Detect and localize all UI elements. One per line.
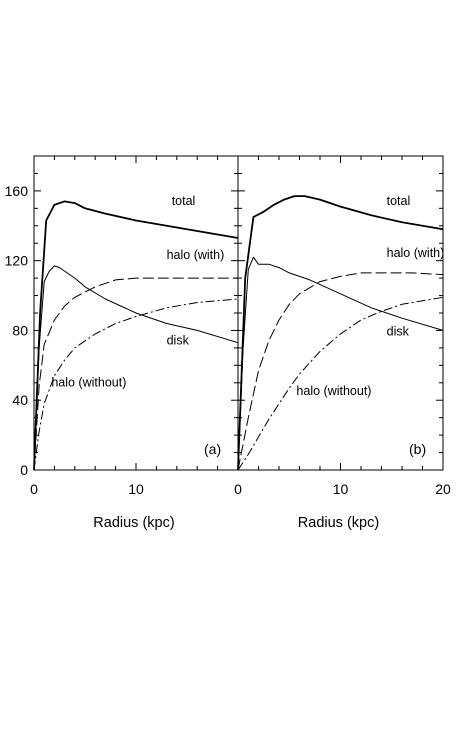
panel-a: 0 40 80 120 160 0 10 Radius (kpc) total halo (wit… — [5, 155, 239, 531]
series-line-halo-with — [237, 272, 444, 471]
panel-tag: (a) — [204, 441, 221, 457]
series-line-halo-without — [33, 298, 239, 471]
series-label: total — [172, 194, 196, 208]
y-tick-label: 40 — [12, 392, 28, 408]
x-axis-title: Radius (kpc) — [93, 515, 174, 531]
series-line-disk — [33, 265, 239, 471]
y-tick-label: 160 — [5, 183, 29, 199]
x-axis-title: Radius (kpc) — [298, 515, 379, 531]
series-label: halo (without) — [51, 375, 126, 389]
y-tick-label: 80 — [12, 322, 28, 338]
series-label: disk — [387, 325, 410, 339]
series-label: total — [387, 194, 411, 208]
x-tick-label: 10 — [333, 481, 349, 497]
series-label: halo (with) — [167, 248, 225, 262]
y-tick-label: 120 — [5, 253, 29, 269]
series-line-total — [237, 195, 444, 471]
panel-b: 0 10 20 Radius (kpc) total halo (with) disk hal… — [234, 155, 451, 531]
series-line-total — [33, 200, 239, 471]
series-line-disk — [237, 256, 444, 471]
series-label: halo (with) — [387, 246, 445, 260]
panel-tag: (b) — [409, 441, 426, 457]
y-tick-label: 0 — [20, 462, 28, 478]
x-tick-label: 20 — [435, 481, 451, 497]
series-label: halo (without) — [296, 384, 371, 398]
series-label: disk — [167, 333, 190, 347]
x-tick-label: 0 — [234, 481, 242, 497]
plot-frame — [237, 155, 444, 471]
x-tick-label: 10 — [128, 481, 144, 497]
series-line-halo-without — [237, 296, 444, 471]
x-tick-label: 0 — [30, 481, 38, 497]
